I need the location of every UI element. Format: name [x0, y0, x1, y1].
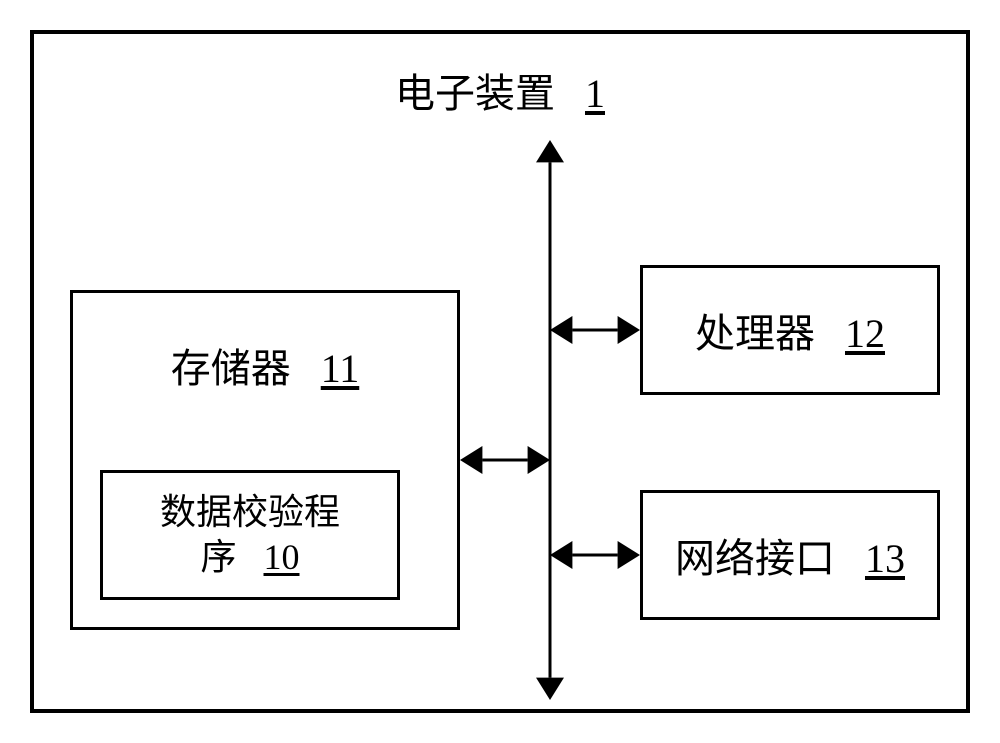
memory-number: 11	[321, 346, 360, 391]
processor-text: 处理器	[695, 311, 815, 356]
program-number: 10	[264, 537, 300, 577]
network-interface-block: 网络接口 13	[640, 490, 940, 620]
program-text-line2: 序	[200, 537, 236, 577]
processor-block: 处理器 12	[640, 265, 940, 395]
network-number: 13	[865, 536, 905, 581]
network-text: 网络接口	[675, 536, 835, 581]
title-text: 电子装置	[395, 71, 555, 116]
title-number: 1	[585, 71, 605, 116]
program-block: 数据校验程 序 10	[100, 470, 400, 600]
diagram-title: 电子装置 1	[300, 60, 700, 120]
program-text-line1: 数据校验程	[160, 492, 340, 532]
memory-text: 存储器	[171, 346, 291, 391]
processor-number: 12	[845, 311, 885, 356]
diagram-canvas: 电子装置 1 存储器 11 数据校验程 序 10 处理器 12 网络接口 13	[0, 0, 1000, 743]
memory-label: 存储器 11	[85, 335, 445, 395]
